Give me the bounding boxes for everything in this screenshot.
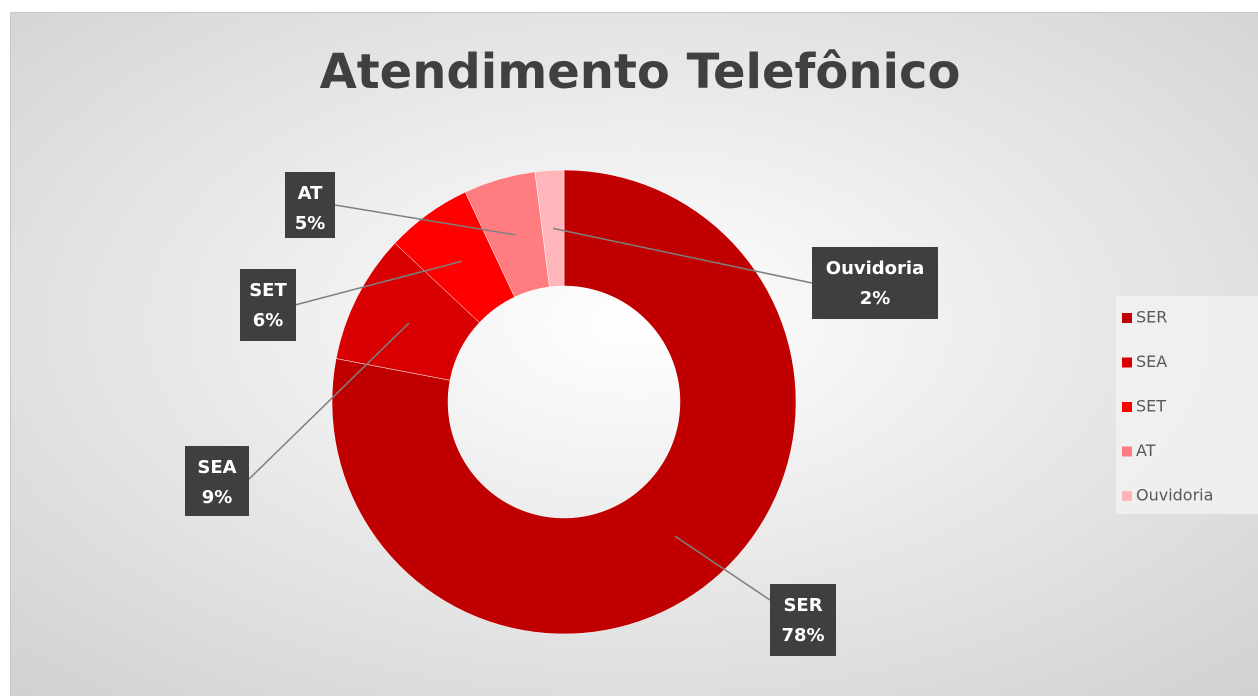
data-label-value: 9% — [202, 487, 233, 508]
data-label-value: 78% — [781, 625, 824, 646]
data-label-name: SEA — [197, 457, 236, 478]
data-label-value: 2% — [860, 288, 891, 309]
legend-label: SER — [1136, 308, 1167, 327]
legend-swatch — [1122, 313, 1132, 323]
legend-label: SET — [1136, 397, 1166, 416]
data-label-value: 6% — [253, 310, 284, 331]
legend-label: AT — [1136, 441, 1156, 460]
legend-label: SEA — [1136, 352, 1167, 371]
legend-swatch — [1122, 402, 1132, 412]
data-label-name: SET — [249, 280, 287, 301]
data-label-name: Ouvidoria — [826, 258, 924, 279]
data-label-value: 5% — [295, 213, 326, 234]
legend-label: Ouvidoria — [1136, 486, 1213, 505]
legend-swatch — [1122, 491, 1132, 501]
data-label-name: SER — [783, 595, 822, 616]
legend-swatch — [1122, 447, 1132, 457]
chart-title: Atendimento Telefônico — [320, 44, 961, 100]
data-label-name: AT — [298, 183, 324, 204]
legend-swatch — [1122, 358, 1132, 368]
